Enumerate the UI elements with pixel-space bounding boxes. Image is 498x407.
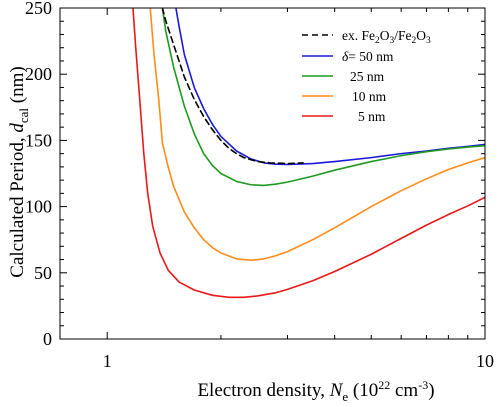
y-tick-label: 100 [25, 197, 52, 217]
series-line--50-nm [175, 8, 485, 166]
legend-label-10nm: 10 nm [352, 89, 387, 104]
y-tick-label: 150 [25, 130, 52, 150]
y-tick-label: 50 [34, 263, 52, 283]
legend-label-exp: ex. Fe2O3/Fe2O3 [342, 28, 431, 46]
y-tick-label: 0 [43, 329, 52, 349]
tick-labels: 0 50 100 150 200 250 1 10 [25, 0, 494, 371]
plot-frame [59, 7, 486, 340]
legend: ex. Fe2O3/Fe2O3 δ= 50 nm 25 nm 10 nm 5 n… [302, 28, 431, 124]
legend-label-50nm: δ= 50 nm [342, 49, 394, 64]
y-tick-label: 250 [25, 0, 52, 18]
x-tick-label: 10 [476, 351, 494, 371]
y-tick-label: 200 [25, 64, 52, 84]
series-line-10-nm [149, 8, 485, 262]
x-axis-label: Electron density, Ne (1022 cm-3) [197, 378, 434, 404]
series-line-25-nm [161, 8, 485, 187]
series-line-ex-fe2o3-fe2o3 [161, 8, 304, 165]
series-line-5-nm [132, 8, 485, 299]
y-axis-label: Calculated Period, dcal (nm) [7, 66, 31, 277]
axis-ticks [60, 7, 486, 340]
legend-label-25nm: 25 nm [350, 69, 385, 84]
series-lines [132, 8, 485, 299]
legend-label-5nm: 5 nm [358, 109, 386, 124]
x-tick-label: 1 [103, 351, 112, 371]
